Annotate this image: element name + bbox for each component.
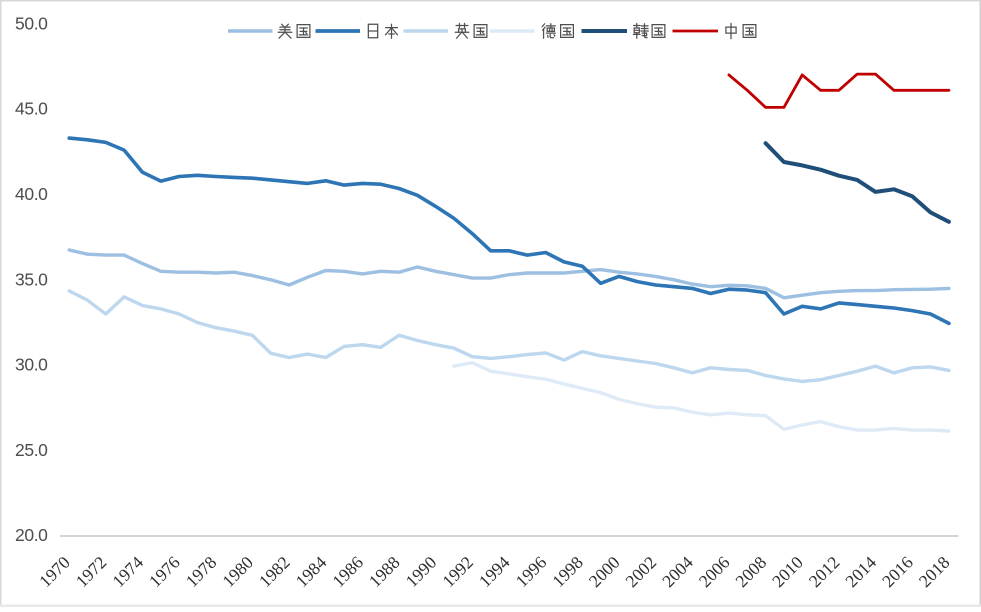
svg-text:50.0: 50.0 bbox=[15, 13, 48, 33]
svg-text:25.0: 25.0 bbox=[15, 440, 48, 460]
svg-text:30.0: 30.0 bbox=[15, 355, 48, 375]
svg-text:20.0: 20.0 bbox=[15, 525, 48, 545]
svg-text:40.0: 40.0 bbox=[15, 184, 48, 204]
svg-text:45.0: 45.0 bbox=[15, 99, 48, 119]
svg-text:35.0: 35.0 bbox=[15, 269, 48, 289]
